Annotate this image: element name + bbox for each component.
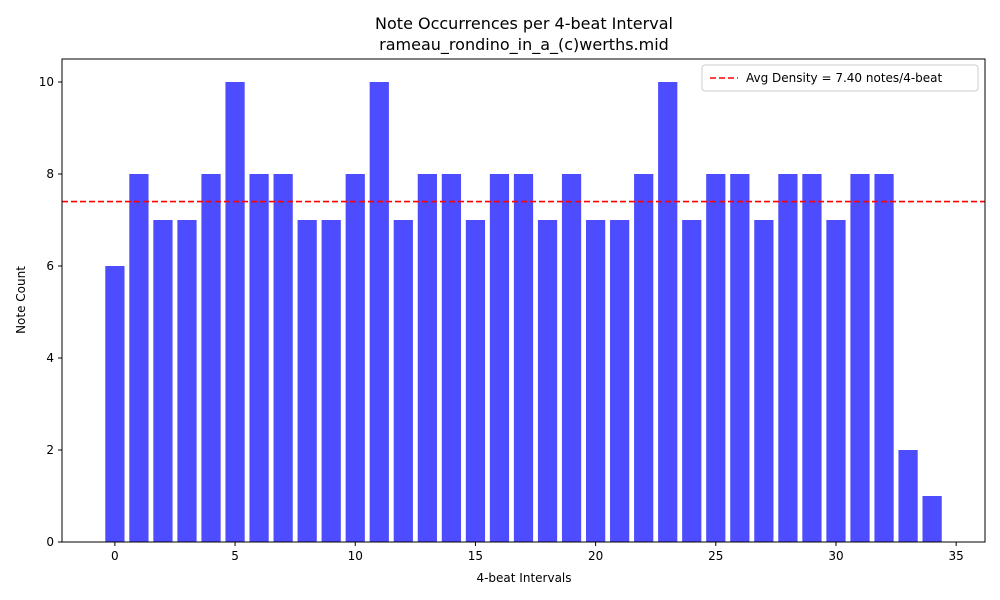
bar-interval-10 bbox=[345, 174, 365, 542]
x-tick-label-20: 20 bbox=[588, 549, 603, 563]
x-tick-label-25: 25 bbox=[708, 549, 723, 563]
x-tick-label-5: 5 bbox=[231, 549, 239, 563]
bar-interval-8 bbox=[297, 220, 317, 542]
bar-interval-9 bbox=[321, 220, 341, 542]
y-tick-label-2: 2 bbox=[46, 443, 54, 457]
x-axis-ticks: 0 5 10 15 20 25 30 35 bbox=[111, 542, 964, 563]
y-tick-label-0: 0 bbox=[46, 535, 54, 549]
x-tick-label-30: 30 bbox=[828, 549, 843, 563]
bar-interval-19 bbox=[561, 174, 582, 542]
legend-label: Avg Density = 7.40 notes/4-beat bbox=[746, 71, 943, 85]
bar-interval-5 bbox=[225, 82, 245, 542]
bar-interval-4 bbox=[201, 174, 221, 542]
chart-title: Note Occurrences per 4-beat Interval bbox=[375, 14, 673, 33]
chart-subtitle: rameau_rondino_in_a_(c)werths.mid bbox=[379, 35, 669, 55]
bar-interval-18 bbox=[537, 220, 558, 542]
bar-interval-11 bbox=[369, 82, 389, 542]
bar-interval-27 bbox=[754, 220, 774, 542]
legend-box bbox=[701, 64, 979, 92]
x-tick-label-10: 10 bbox=[348, 549, 363, 563]
x-axis-label: 4-beat Intervals bbox=[476, 571, 571, 585]
bar-interval-25 bbox=[706, 174, 726, 542]
bar-interval-33 bbox=[898, 450, 918, 542]
x-tick-label-15: 15 bbox=[468, 549, 483, 563]
y-tick-label-8: 8 bbox=[46, 167, 54, 181]
bar-interval-0 bbox=[105, 266, 125, 542]
bar-interval-2 bbox=[153, 220, 173, 542]
bar-interval-23 bbox=[658, 82, 678, 542]
bar-interval-28 bbox=[778, 174, 798, 542]
plot-frame bbox=[61, 58, 986, 543]
bar-interval-16 bbox=[489, 174, 510, 542]
bar-interval-30 bbox=[826, 220, 846, 542]
bar-interval-13 bbox=[417, 174, 437, 542]
bar-interval-15 bbox=[465, 220, 486, 542]
bar-interval-21 bbox=[610, 220, 630, 542]
bar-interval-20 bbox=[585, 220, 606, 542]
bar-interval-26 bbox=[730, 174, 750, 542]
legend: Avg Density = 7.40 notes/4-beat bbox=[701, 64, 979, 92]
y-tick-label-10: 10 bbox=[39, 75, 54, 89]
bar-interval-29 bbox=[802, 174, 822, 542]
bar-interval-6 bbox=[249, 174, 269, 542]
x-tick-label-0: 0 bbox=[111, 549, 119, 563]
y-tick-label-6: 6 bbox=[46, 259, 54, 273]
bar-interval-32 bbox=[874, 174, 894, 542]
bar-interval-34 bbox=[922, 496, 942, 542]
x-tick-label-35: 35 bbox=[949, 549, 964, 563]
bar-interval-24 bbox=[682, 220, 702, 542]
bar-interval-1 bbox=[129, 174, 149, 542]
bar-interval-3 bbox=[177, 220, 197, 542]
bar-interval-7 bbox=[273, 174, 293, 542]
bar-interval-22 bbox=[634, 174, 654, 542]
bar-interval-12 bbox=[393, 220, 413, 542]
bars-group bbox=[105, 82, 942, 542]
y-axis-ticks: 0 2 4 6 8 10 bbox=[39, 75, 62, 549]
y-axis-label: Note Count bbox=[14, 266, 28, 334]
bar-interval-17 bbox=[513, 174, 534, 542]
y-tick-label-4: 4 bbox=[46, 351, 54, 365]
bar-interval-31 bbox=[850, 174, 870, 542]
bar-interval-14 bbox=[441, 174, 462, 542]
